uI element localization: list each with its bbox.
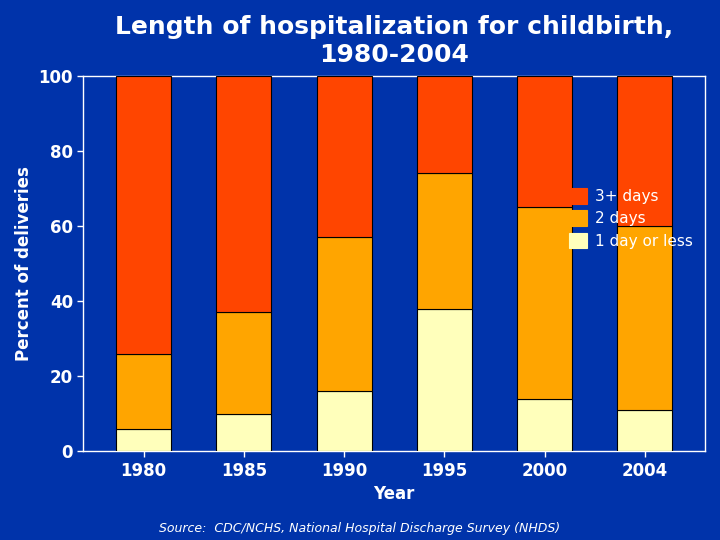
Bar <box>216 313 271 414</box>
Bar <box>417 309 472 451</box>
Title: Length of hospitalization for childbirth,
1980-2004: Length of hospitalization for childbirth… <box>115 15 673 67</box>
Bar <box>116 429 171 451</box>
Bar <box>417 173 472 309</box>
Bar <box>116 354 171 429</box>
Bar <box>216 76 271 313</box>
Bar <box>617 76 672 226</box>
Bar <box>317 392 372 451</box>
Y-axis label: Percent of deliveries: Percent of deliveries <box>15 166 33 361</box>
Bar <box>517 76 572 207</box>
Legend: 3+ days, 2 days, 1 day or less: 3+ days, 2 days, 1 day or less <box>564 184 698 253</box>
Bar <box>417 76 472 173</box>
Bar <box>617 410 672 451</box>
Text: Source:  CDC/NCHS, National Hospital Discharge Survey (NHDS): Source: CDC/NCHS, National Hospital Disc… <box>159 522 561 535</box>
Bar <box>517 399 572 451</box>
Bar <box>216 414 271 451</box>
Bar <box>617 226 672 410</box>
Bar <box>317 237 372 392</box>
Bar <box>517 207 572 399</box>
Bar <box>317 76 372 237</box>
Bar <box>116 76 171 354</box>
X-axis label: Year: Year <box>374 485 415 503</box>
